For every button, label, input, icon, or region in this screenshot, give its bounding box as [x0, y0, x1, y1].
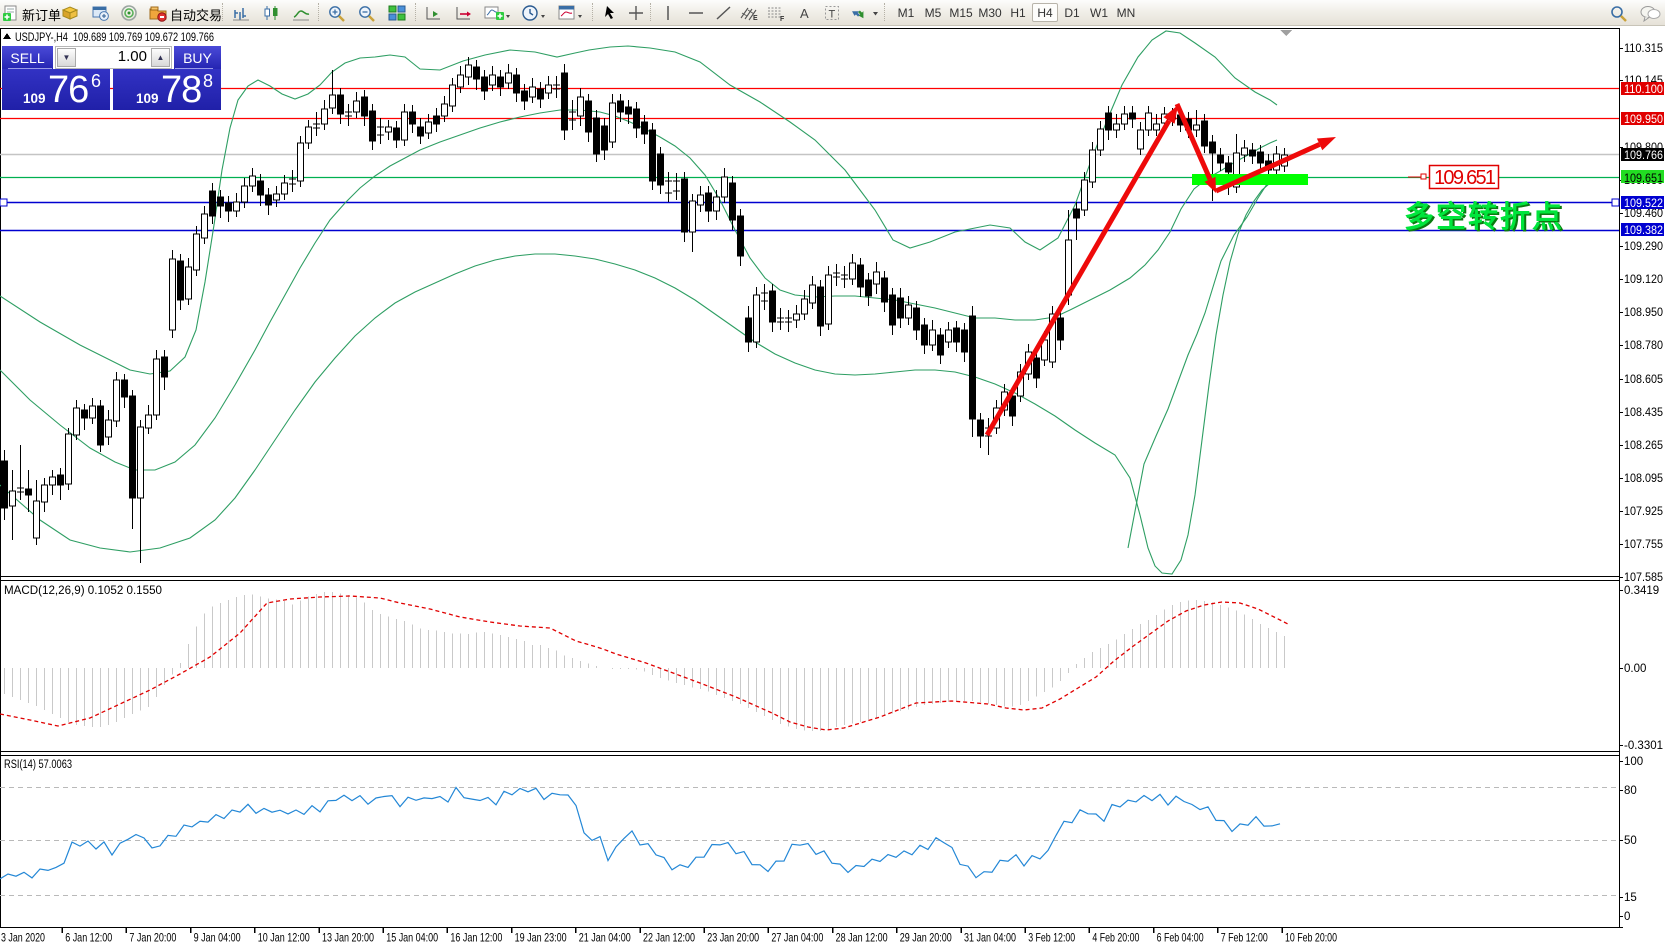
svg-text:0.3419: 0.3419 [1624, 585, 1659, 597]
svg-text:107.925: 107.925 [1624, 506, 1663, 518]
svg-text:4 Feb 20:00: 4 Feb 20:00 [1092, 931, 1139, 945]
svg-text:110.315: 110.315 [1624, 43, 1663, 55]
svg-text:6 Feb 04:00: 6 Feb 04:00 [1157, 931, 1204, 945]
svg-text:A: A [800, 6, 809, 21]
svg-text:7 Jan 20:00: 7 Jan 20:00 [129, 931, 176, 945]
svg-text:109.460: 109.460 [1624, 208, 1663, 220]
svg-text:USDJPY-,H4 109.689 109.769 10: USDJPY-,H4 109.689 109.769 109.672 109.7… [15, 30, 214, 44]
svg-text:23 Jan 20:00: 23 Jan 20:00 [707, 931, 759, 945]
svg-text:E: E [753, 15, 758, 22]
svg-text:108.095: 108.095 [1624, 473, 1663, 485]
svg-text:6 Jan 12:00: 6 Jan 12:00 [65, 931, 112, 945]
svg-text:109.950: 109.950 [1624, 114, 1663, 126]
svg-text:107.755: 107.755 [1624, 539, 1663, 551]
svg-text:28 Jan 12:00: 28 Jan 12:00 [836, 931, 888, 945]
svg-text:27 Jan 04:00: 27 Jan 04:00 [771, 931, 823, 945]
svg-text:13 Jan 20:00: 13 Jan 20:00 [322, 931, 374, 945]
svg-text:T: T [828, 9, 835, 21]
svg-text:22 Jan 12:00: 22 Jan 12:00 [643, 931, 695, 945]
svg-text:MACD(12,26,9) 0.1052 0.1550: MACD(12,26,9) 0.1052 0.1550 [4, 585, 162, 597]
svg-text:15 Jan 04:00: 15 Jan 04:00 [386, 931, 438, 945]
svg-text:21 Jan 04:00: 21 Jan 04:00 [579, 931, 631, 945]
svg-text:29 Jan 20:00: 29 Jan 20:00 [900, 931, 952, 945]
svg-text:3 Feb 12:00: 3 Feb 12:00 [1028, 931, 1075, 945]
svg-text:3 Jan 2020: 3 Jan 2020 [1, 931, 45, 945]
svg-text:107.585: 107.585 [1624, 572, 1663, 584]
svg-text:109.766: 109.766 [1624, 150, 1663, 162]
svg-text:0: 0 [1624, 911, 1630, 923]
svg-text:F: F [780, 16, 785, 22]
svg-text:109.651: 109.651 [1434, 167, 1496, 189]
svg-text:多空转折点: 多空转折点 [1404, 201, 1564, 234]
svg-text:0.00: 0.00 [1624, 663, 1646, 675]
svg-text:109.651: 109.651 [1624, 173, 1663, 185]
svg-text:108.950: 108.950 [1624, 307, 1663, 319]
svg-text:108.780: 108.780 [1624, 340, 1663, 352]
svg-text:80: 80 [1624, 785, 1637, 797]
svg-text:108.265: 108.265 [1624, 440, 1663, 452]
svg-text:15: 15 [1624, 892, 1637, 904]
svg-text:多空转折点: 多空转折点 [1406, 203, 1566, 236]
svg-text:19 Jan 23:00: 19 Jan 23:00 [515, 931, 567, 945]
svg-text:109.522: 109.522 [1624, 198, 1663, 210]
svg-text:108.435: 108.435 [1624, 407, 1663, 419]
svg-text:-0.3301: -0.3301 [1624, 740, 1663, 752]
svg-text:10 Feb 20:00: 10 Feb 20:00 [1285, 931, 1337, 945]
svg-text:109.290: 109.290 [1624, 241, 1663, 253]
svg-text:7 Feb 12:00: 7 Feb 12:00 [1221, 931, 1268, 945]
svg-text:108.605: 108.605 [1624, 374, 1663, 386]
svg-text:RSI(14) 57.0063: RSI(14) 57.0063 [4, 759, 72, 771]
svg-text:100: 100 [1624, 756, 1643, 768]
svg-text:50: 50 [1624, 835, 1637, 847]
svg-text:16 Jan 12:00: 16 Jan 12:00 [450, 931, 502, 945]
svg-text:10 Jan 12:00: 10 Jan 12:00 [258, 931, 310, 945]
svg-text:109.382: 109.382 [1624, 225, 1663, 237]
svg-text:110.100: 110.100 [1624, 84, 1663, 96]
svg-text:31 Jan 04:00: 31 Jan 04:00 [964, 931, 1016, 945]
svg-text:109.120: 109.120 [1624, 274, 1663, 286]
svg-text:9 Jan 04:00: 9 Jan 04:00 [194, 931, 241, 945]
